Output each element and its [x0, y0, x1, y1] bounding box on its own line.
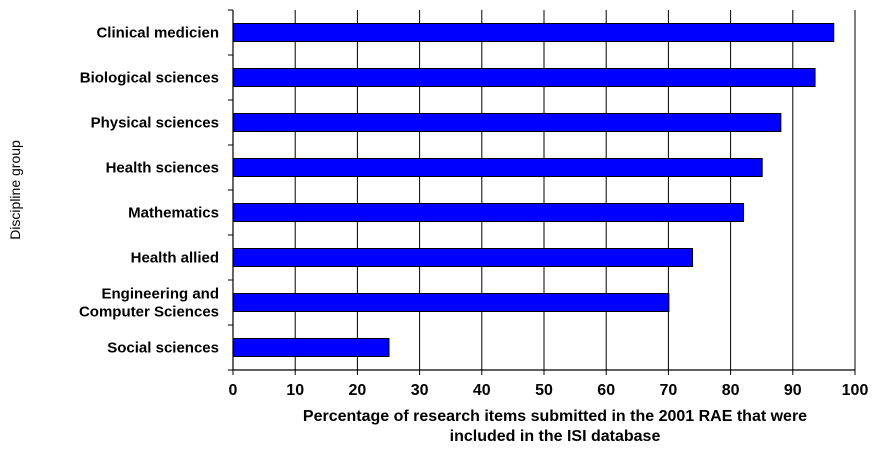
x-tick-label-60: 60 — [597, 382, 615, 399]
x-tick-label-10: 10 — [286, 382, 304, 399]
category-label-3: Health sciences — [106, 160, 219, 177]
category-label-0: Clinical medicien — [96, 25, 219, 42]
x-tick-label-80: 80 — [722, 382, 740, 399]
category-label-2: Physical sciences — [91, 115, 219, 132]
category-label-1: Biological sciences — [80, 70, 219, 87]
bars — [233, 23, 835, 357]
x-tick-label-70: 70 — [660, 382, 678, 399]
category-label-6: Engineering and Computer Sciences — [79, 286, 219, 321]
category-label-4: Mathematics — [128, 205, 219, 222]
bar-1 — [233, 68, 816, 87]
x-axis-title: Percentage of research items submitted i… — [303, 408, 807, 445]
category-labels: Clinical medicien Biological sciences Phys… — [79, 25, 219, 357]
bar-7 — [233, 338, 390, 357]
x-tick-label-0: 0 — [229, 382, 238, 399]
x-tick-label-90: 90 — [784, 382, 802, 399]
category-label-7: Social sciences — [107, 340, 219, 357]
bar-6 — [233, 293, 670, 312]
bar-4 — [233, 203, 745, 222]
bar-2 — [233, 113, 782, 132]
axes — [228, 9, 856, 375]
bar-3 — [233, 158, 763, 177]
tick-labels: 0 10 20 30 40 50 60 70 80 90 100 — [229, 382, 869, 399]
x-tick-label-40: 40 — [473, 382, 491, 399]
x-tick-label-20: 20 — [349, 382, 367, 399]
y-axis-title: Discipline group — [7, 140, 23, 240]
x-tick-label-50: 50 — [535, 382, 553, 399]
x-tick-label-100: 100 — [842, 382, 869, 399]
bar-5 — [233, 248, 694, 267]
category-label-5: Health allied — [131, 250, 219, 267]
x-tick-label-30: 30 — [411, 382, 429, 399]
grid-lines — [294, 10, 856, 370]
bar-0 — [233, 23, 835, 42]
